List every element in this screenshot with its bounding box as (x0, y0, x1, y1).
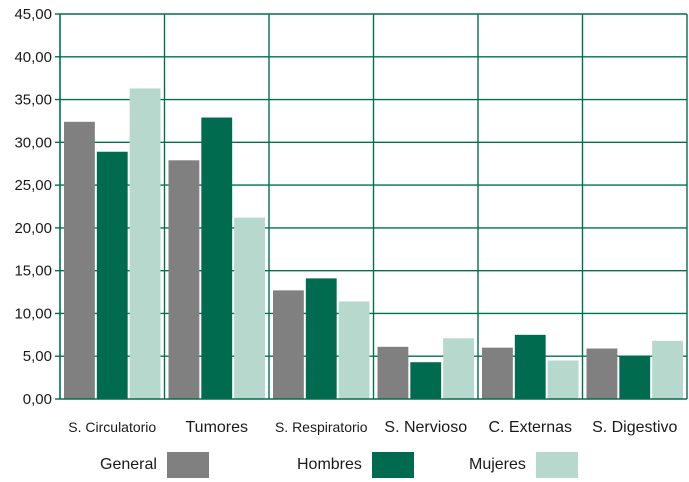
legend-swatch-mujeres (535, 452, 578, 478)
bar-hombres-2 (305, 278, 337, 399)
y-tick-label: 15,00 (14, 263, 52, 280)
bar-general-0 (64, 121, 95, 400)
grid-lines (60, 13, 688, 399)
bar-chart: 0,00 5,00 10,00 15,00 20,00 25,00 30,00 35,00 40… (14, 6, 688, 436)
y-tick-label: 20,00 (14, 220, 52, 237)
legend-label-general: General (100, 456, 157, 473)
bar-general-5 (586, 348, 618, 399)
bar-general-2 (273, 290, 304, 399)
y-tick-label: 40,00 (14, 49, 52, 66)
bar-mujeres-2 (338, 301, 370, 399)
y-tick-label: 30,00 (14, 134, 52, 151)
legend-label-hombres: Hombres (297, 456, 362, 473)
legend-item-general: General (100, 452, 209, 478)
bar-hombres-1 (201, 117, 233, 400)
x-category-label: S. Circulatorio (68, 419, 156, 435)
y-tick-label: 45,00 (14, 6, 52, 23)
x-category-label: Tumores (185, 419, 248, 436)
axes (55, 13, 687, 400)
x-category-label: S. Nervioso (384, 419, 467, 436)
bar-hombres-3 (410, 362, 442, 399)
bar-hombres-4 (514, 334, 546, 399)
legend-label-mujeres: Mujeres (469, 456, 526, 473)
legend-item-mujeres: Mujeres (469, 452, 578, 478)
x-category-label: S. Digestivo (592, 419, 677, 436)
y-tick-label: 5,00 (23, 348, 52, 365)
bars (64, 88, 683, 400)
x-axis-category-labels: S. Circulatorio Tumores S. Respiratorio S. … (68, 419, 677, 436)
bar-general-1 (168, 160, 200, 399)
bar-hombres-0 (96, 151, 128, 399)
legend-item-hombres: Hombres (297, 452, 414, 478)
x-category-label: C. Externas (488, 419, 572, 436)
bar-mujeres-4 (547, 360, 579, 399)
x-category-label: S. Respiratorio (275, 419, 368, 435)
bar-general-3 (377, 346, 409, 399)
y-tick-label: 10,00 (14, 305, 52, 322)
bar-mujeres-0 (129, 88, 161, 399)
bar-mujeres-1 (234, 217, 265, 399)
bar-mujeres-5 (652, 340, 683, 399)
legend-swatch-general (166, 452, 209, 478)
bar-mujeres-3 (443, 338, 474, 399)
legend-swatch-hombres (371, 452, 414, 478)
bar-general-4 (482, 347, 513, 399)
y-tick-label: 25,00 (14, 177, 52, 194)
y-tick-label: 35,00 (14, 92, 52, 109)
bar-hombres-5 (619, 356, 651, 399)
y-axis-tick-labels: 0,00 5,00 10,00 15,00 20,00 25,00 30,00 35,00 40… (14, 6, 52, 408)
y-tick-label: 0,00 (23, 391, 52, 408)
legend: General Hombres Mujeres (0, 452, 689, 482)
